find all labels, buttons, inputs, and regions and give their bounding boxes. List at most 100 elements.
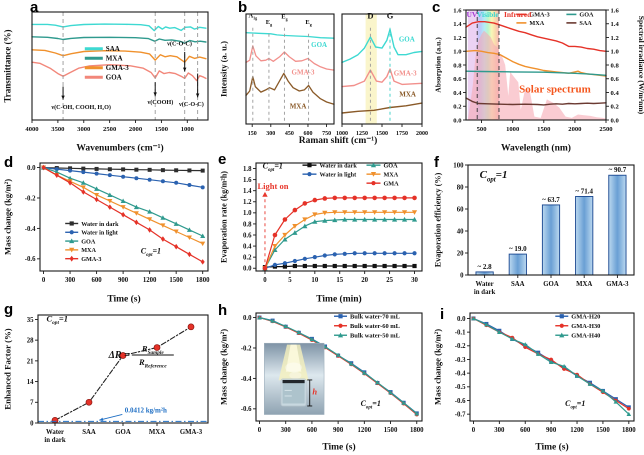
svg-text:MXA: MXA xyxy=(106,55,123,63)
svg-text:1.8: 1.8 xyxy=(243,166,252,173)
svg-text:0: 0 xyxy=(42,277,46,284)
svg-text:GMA-H20: GMA-H20 xyxy=(571,314,600,321)
svg-text:300: 300 xyxy=(494,427,505,434)
svg-text:900: 900 xyxy=(118,277,129,284)
svg-text:0.2: 0.2 xyxy=(611,104,620,111)
svg-text:Water in light: Water in light xyxy=(81,230,119,237)
svg-text:Bulk water-50 mL: Bulk water-50 mL xyxy=(350,333,400,340)
svg-text:GMA-3: GMA-3 xyxy=(394,70,417,78)
svg-text:21: 21 xyxy=(27,358,34,365)
panel-h-chart: 0 300 600 900 1200 1500 1800 0.0 -0.2 -0.4 -0.6 Tim… xyxy=(219,312,424,453)
svg-text:G: G xyxy=(387,10,394,20)
svg-text:1800: 1800 xyxy=(410,427,424,434)
svg-text:Evaporation rate (kg/m²h): Evaporation rate (kg/m²h) xyxy=(220,171,229,263)
panel-letter-i: i xyxy=(440,306,445,323)
svg-text:-0.3: -0.3 xyxy=(455,357,466,364)
panel-e-chart: 0 5 10 15 20 25 30 0.0 0.2 0.4 0.6 0.8 1.0 1.2 1.4 1.6 1… xyxy=(220,161,423,305)
svg-text:1.0: 1.0 xyxy=(453,49,462,56)
svg-text:GMA-3: GMA-3 xyxy=(106,64,129,72)
svg-text:~ 63.7: ~ 63.7 xyxy=(542,196,560,204)
svg-text:0.2: 0.2 xyxy=(243,255,252,262)
svg-text:1.4: 1.4 xyxy=(611,21,620,28)
svg-text:Water: Water xyxy=(46,429,64,436)
svg-text:-0.6: -0.6 xyxy=(25,256,36,263)
svg-text:0.6: 0.6 xyxy=(611,76,620,83)
svg-text:1.2: 1.2 xyxy=(243,199,252,206)
panel-h: h 0 300 600 900 1200 1500 1800 0.0 -0.2 -0.4 -0.6 T… xyxy=(218,302,430,453)
svg-text:Water: Water xyxy=(476,281,494,288)
svg-text:Visible: Visible xyxy=(477,10,499,19)
svg-text:2500: 2500 xyxy=(103,126,117,133)
svg-text:100: 100 xyxy=(453,162,464,169)
svg-text:-0.1: -0.1 xyxy=(455,330,466,337)
svg-text:1.0: 1.0 xyxy=(611,49,620,56)
panel-letter-a: a xyxy=(30,0,39,16)
svg-text:Wavenumbers (cm⁻¹): Wavenumbers (cm⁻¹) xyxy=(76,143,163,154)
panel-b-raman-high-chart: 1000 1250 1500 1750 2000 D G GOA GMA-3 MXA xyxy=(336,10,428,137)
panel-i: i 0 300 600 900 1200 1500 1800 0.0 -0.1 -0.2 -0.3 -… xyxy=(432,305,642,453)
svg-text:-0.4: -0.4 xyxy=(25,226,36,233)
svg-text:0.0: 0.0 xyxy=(457,316,466,323)
svg-text:1200: 1200 xyxy=(570,427,584,434)
svg-text:7: 7 xyxy=(30,400,34,407)
svg-text:1.6: 1.6 xyxy=(611,7,620,14)
svg-text:2500: 2500 xyxy=(599,126,613,133)
svg-text:1750: 1750 xyxy=(396,131,408,137)
svg-text:MXA: MXA xyxy=(576,281,592,288)
svg-text:0.0: 0.0 xyxy=(27,165,36,172)
svg-text:1.2: 1.2 xyxy=(453,35,462,42)
svg-text:~ 71.4: ~ 71.4 xyxy=(575,187,593,195)
svg-text:GOA: GOA xyxy=(579,12,594,19)
panel-letter-h: h xyxy=(218,302,228,319)
svg-text:1800: 1800 xyxy=(622,427,636,434)
svg-text:Copt=1: Copt=1 xyxy=(361,399,381,410)
panel-e: e 0 5 10 15 20 25 30 0.0 0.2 0.4 0.6 0.8 1.0 1.2 1.4 1.… xyxy=(218,151,430,305)
svg-text:GMA-H30: GMA-H30 xyxy=(571,323,600,330)
panel-letter-e: e xyxy=(218,151,227,168)
svg-text:1.6: 1.6 xyxy=(243,177,252,184)
svg-text:600: 600 xyxy=(307,427,318,434)
svg-text:1500: 1500 xyxy=(376,131,388,137)
svg-text:Mass change (kg/m²): Mass change (kg/m²) xyxy=(433,329,443,405)
svg-text:1.4: 1.4 xyxy=(453,21,462,28)
svg-text:900: 900 xyxy=(546,427,557,434)
svg-text:A1g: A1g xyxy=(248,12,257,20)
svg-text:1500: 1500 xyxy=(537,126,551,133)
svg-text:0.4: 0.4 xyxy=(243,243,252,250)
svg-text:900: 900 xyxy=(333,427,344,434)
svg-text:0.0: 0.0 xyxy=(243,315,252,322)
svg-text:2000: 2000 xyxy=(416,131,428,137)
svg-text:Intensity (a. u.): Intensity (a. u.) xyxy=(219,41,229,97)
panel-c-chart: 500 1000 1500 2000 2500 0.0 0.2 0.4 0.6 0.8 1.0 1.2… xyxy=(434,7,644,153)
svg-text:Copt=1: Copt=1 xyxy=(480,169,508,183)
svg-text:0: 0 xyxy=(460,272,464,279)
svg-text:Water in dark: Water in dark xyxy=(319,162,357,169)
svg-text:1500: 1500 xyxy=(155,126,169,133)
svg-text:-0.4: -0.4 xyxy=(455,371,466,378)
svg-text:in dark: in dark xyxy=(44,437,66,444)
svg-text:GMA-H40: GMA-H40 xyxy=(571,333,600,340)
svg-text:0: 0 xyxy=(258,427,262,434)
panel-letter-d: d xyxy=(4,154,14,171)
panel-b-raman-low-chart: 150 300 450 600 750 Intensity (a. u.) A1g Eg Eg E… xyxy=(219,12,335,137)
svg-text:Light on: Light on xyxy=(257,181,288,191)
svg-text:0.2: 0.2 xyxy=(453,104,462,111)
svg-text:Time (s): Time (s) xyxy=(322,442,355,453)
svg-text:1.4: 1.4 xyxy=(243,188,252,195)
svg-text:2000: 2000 xyxy=(129,126,143,133)
svg-text:Spectral irradiance (W/m²nm): Spectral irradiance (W/m²nm) xyxy=(637,16,644,115)
svg-text:14: 14 xyxy=(27,379,34,386)
svg-text:20: 20 xyxy=(457,250,464,257)
svg-text:Copt=1: Copt=1 xyxy=(47,313,69,326)
svg-text:600: 600 xyxy=(520,427,531,434)
svg-text:Water in light: Water in light xyxy=(319,171,357,178)
svg-text:Bulk water-60 mL: Bulk water-60 mL xyxy=(350,323,400,330)
svg-text:1250: 1250 xyxy=(356,131,368,137)
svg-text:0.8: 0.8 xyxy=(453,62,462,69)
svg-text:-0.2: -0.2 xyxy=(455,343,466,350)
svg-text:ν(C-O-C): ν(C-O-C) xyxy=(166,40,192,47)
svg-text:Copt=1: Copt=1 xyxy=(141,247,161,258)
svg-text:Solar spectrum: Solar spectrum xyxy=(519,84,591,96)
svg-text:Eg: Eg xyxy=(266,19,272,27)
